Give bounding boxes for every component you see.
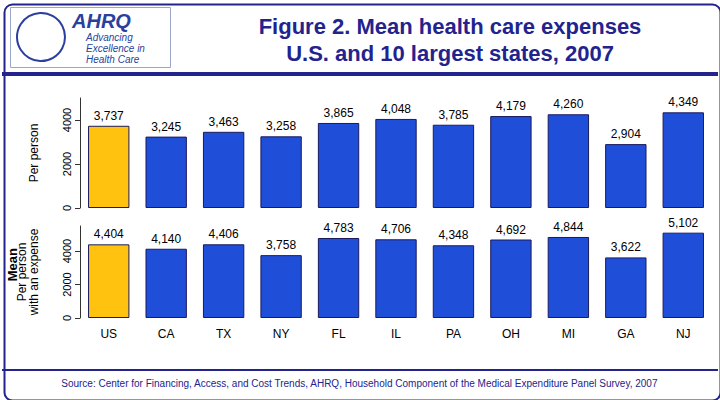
svg-text:4,706: 4,706 — [381, 222, 411, 236]
svg-text:2000: 2000 — [61, 152, 73, 176]
svg-text:3,463: 3,463 — [209, 115, 239, 129]
svg-text:3,785: 3,785 — [438, 108, 468, 122]
svg-text:Health Care: Health Care — [86, 54, 140, 65]
svg-text:GA: GA — [617, 327, 634, 341]
svg-text:5,102: 5,102 — [668, 216, 698, 230]
svg-text:3,737: 3,737 — [94, 109, 124, 123]
svg-text:3,258: 3,258 — [266, 119, 296, 133]
svg-text:0: 0 — [61, 315, 73, 321]
svg-text:NY: NY — [273, 327, 290, 341]
svg-text:Figure 2. Mean health care exp: Figure 2. Mean health care expenses — [259, 14, 642, 39]
svg-text:3,865: 3,865 — [324, 106, 354, 120]
svg-text:4000: 4000 — [61, 239, 73, 263]
svg-text:4,348: 4,348 — [438, 228, 468, 242]
svg-text:3,245: 3,245 — [151, 120, 181, 134]
svg-text:0: 0 — [61, 205, 73, 211]
svg-text:Per person: Per person — [15, 242, 29, 302]
svg-text:IL: IL — [391, 327, 401, 341]
svg-text:Mean: Mean — [5, 248, 20, 282]
svg-text:US: US — [100, 327, 117, 341]
svg-text:4,349: 4,349 — [668, 95, 698, 109]
svg-text:4,140: 4,140 — [151, 232, 181, 246]
svg-text:U.S. and 10 largest states, 20: U.S. and 10 largest states, 2007 — [286, 41, 614, 66]
svg-text:4,404: 4,404 — [94, 227, 124, 241]
svg-text:OH: OH — [502, 327, 520, 341]
svg-text:3,622: 3,622 — [611, 240, 641, 254]
svg-text:FL: FL — [332, 327, 346, 341]
svg-text:2,904: 2,904 — [611, 127, 641, 141]
svg-text:3,758: 3,758 — [266, 238, 296, 252]
svg-text:4,048: 4,048 — [381, 102, 411, 116]
svg-text:with an expense: with an expense — [27, 228, 41, 316]
svg-text:4,260: 4,260 — [553, 97, 583, 111]
svg-text:Excellence in: Excellence in — [86, 43, 145, 54]
svg-text:4,179: 4,179 — [496, 99, 526, 113]
svg-text:NJ: NJ — [676, 327, 691, 341]
svg-text:TX: TX — [216, 327, 231, 341]
svg-text:4000: 4000 — [61, 108, 73, 132]
svg-text:4,844: 4,844 — [553, 220, 583, 234]
svg-text:Source: Center for Financing,: Source: Center for Financing, Access, an… — [61, 378, 658, 389]
svg-text:CA: CA — [158, 327, 175, 341]
svg-text:2000: 2000 — [61, 272, 73, 296]
svg-text:AHRQ: AHRQ — [71, 10, 131, 32]
svg-text:MI: MI — [562, 327, 575, 341]
svg-text:4,406: 4,406 — [209, 227, 239, 241]
svg-text:Per person: Per person — [27, 124, 41, 183]
svg-text:4,692: 4,692 — [496, 223, 526, 237]
svg-text:4,783: 4,783 — [324, 221, 354, 235]
svg-text:Advancing: Advancing — [85, 32, 133, 43]
svg-text:PA: PA — [446, 327, 461, 341]
